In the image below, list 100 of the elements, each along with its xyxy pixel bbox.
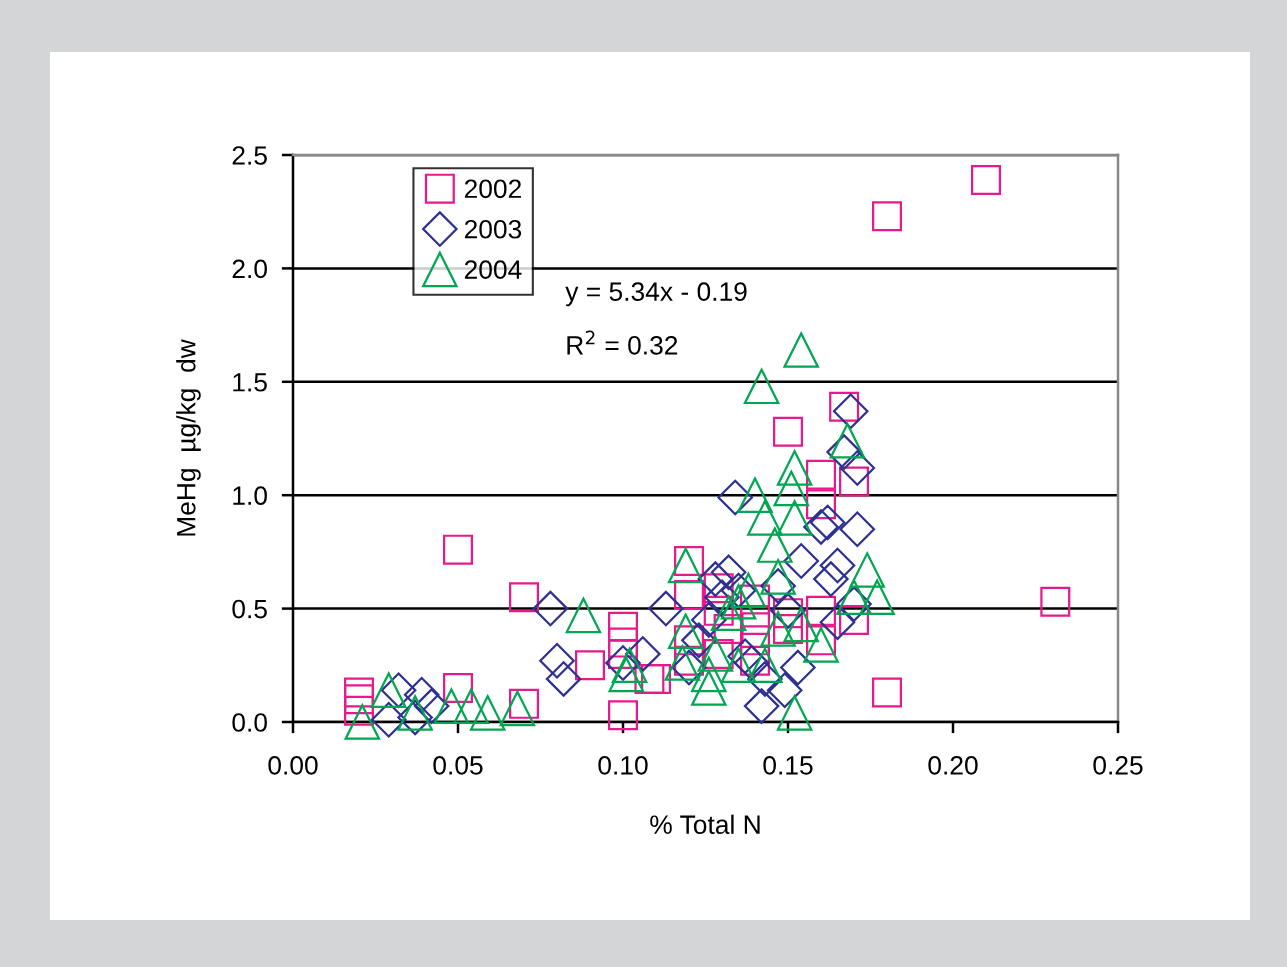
point [757, 527, 793, 563]
y-tick-label: 1.0 [233, 486, 267, 506]
point [760, 611, 796, 647]
point [403, 676, 440, 713]
point [717, 479, 754, 516]
point [608, 656, 645, 693]
point [743, 688, 780, 724]
point [720, 572, 757, 609]
point [839, 511, 876, 548]
point [667, 547, 704, 584]
point [743, 368, 780, 405]
x-axis-title: % Total N [650, 814, 760, 835]
point [710, 595, 747, 631]
point [780, 649, 816, 686]
point [971, 164, 1001, 195]
point [690, 602, 727, 638]
point [760, 568, 796, 604]
point [545, 661, 582, 697]
point [413, 688, 450, 724]
y-axis-title: MeHg µg/kg dw [176, 339, 201, 536]
point [624, 636, 661, 672]
x-tick-label: 0.25 [1093, 756, 1143, 775]
point [575, 650, 605, 681]
point [443, 672, 473, 703]
point [370, 701, 407, 738]
y-tick-label: 0.5 [232, 599, 267, 619]
point [839, 450, 876, 486]
point [532, 590, 569, 627]
point [710, 554, 747, 591]
point [737, 477, 773, 513]
point [608, 700, 638, 731]
point [783, 606, 819, 643]
point [509, 582, 539, 613]
point [344, 677, 374, 708]
point [836, 579, 872, 616]
point [380, 672, 417, 709]
point [433, 688, 470, 724]
point [766, 672, 803, 709]
point [681, 622, 717, 659]
point [760, 559, 796, 595]
point [747, 500, 783, 536]
point [836, 586, 872, 622]
point [453, 688, 489, 724]
point [720, 647, 757, 684]
point [747, 661, 783, 697]
point [776, 500, 813, 536]
annotation: R$^{2}$ = 0.32 [567, 330, 678, 355]
y-tick-label: 1.5 [233, 373, 267, 392]
point [1040, 586, 1071, 617]
point [697, 561, 734, 597]
point [819, 604, 856, 641]
point [783, 332, 819, 368]
point [803, 627, 839, 663]
point [733, 645, 770, 681]
x-tick-label: 0.00 [268, 756, 318, 775]
point [819, 547, 856, 584]
x-tick-label: 0.05 [433, 756, 483, 775]
point [674, 579, 704, 610]
point [829, 422, 866, 459]
point [370, 672, 407, 709]
x-tick-label: 0.10 [598, 756, 648, 775]
point [859, 579, 895, 616]
point [641, 663, 671, 694]
point [813, 561, 849, 597]
point [826, 434, 862, 470]
x-tick-label: 0.20 [928, 756, 978, 775]
point [776, 450, 813, 486]
point [730, 572, 767, 609]
point [697, 636, 734, 672]
point [872, 677, 902, 708]
point [648, 590, 684, 627]
point [740, 625, 770, 656]
point [565, 597, 602, 634]
legend-label: 2003 [464, 219, 522, 239]
point [691, 670, 727, 706]
x-tick-label: 0.15 [763, 756, 813, 775]
point [803, 509, 839, 545]
point [664, 645, 701, 681]
point [667, 613, 704, 650]
point [344, 704, 381, 740]
y-tick-label: 2.0 [232, 259, 267, 279]
point [832, 393, 869, 430]
point [806, 595, 836, 626]
point [773, 416, 803, 447]
point [806, 459, 836, 490]
point [608, 611, 638, 642]
point [713, 614, 744, 645]
point [849, 552, 885, 588]
point [783, 543, 820, 579]
point [720, 584, 757, 620]
point [469, 695, 506, 731]
annotation: y = 5.34x - 0.19 [565, 282, 747, 307]
point [671, 649, 707, 686]
point [691, 656, 727, 693]
point [773, 470, 810, 507]
point [806, 489, 836, 520]
point [727, 638, 763, 675]
point [499, 690, 536, 727]
legend-label: 2004 [464, 260, 522, 279]
legend-label: 2002 [464, 179, 521, 199]
